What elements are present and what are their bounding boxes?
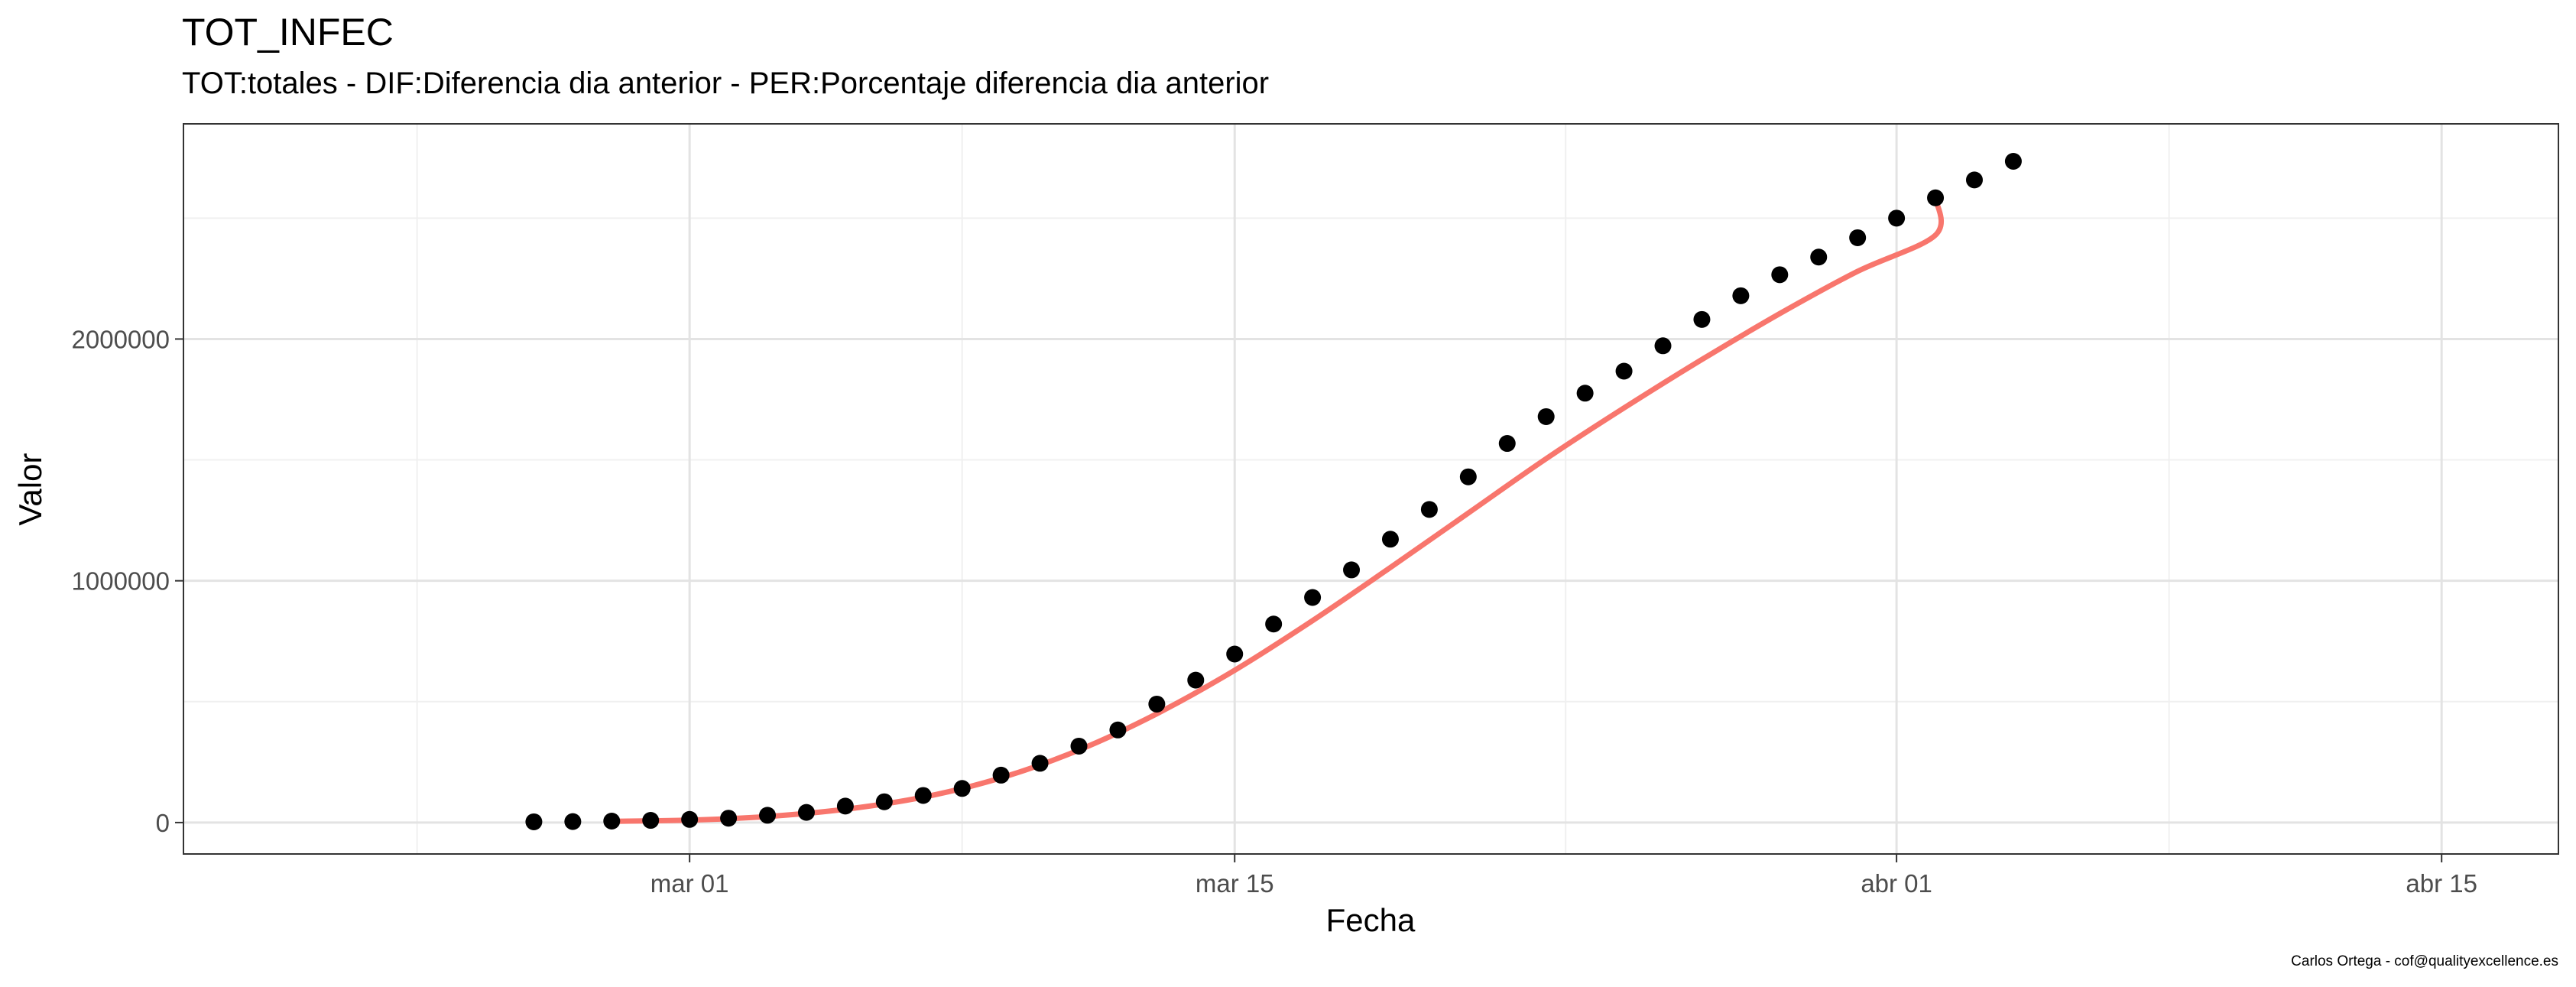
data-point — [603, 812, 621, 830]
data-point — [1576, 385, 1594, 402]
data-point — [1420, 501, 1438, 518]
y-tick-label: 0 — [156, 809, 170, 837]
y-tick-label: 2000000 — [72, 325, 170, 353]
data-point — [1927, 189, 1945, 206]
data-point — [1615, 362, 1633, 380]
x-tick-label: mar 15 — [1196, 869, 1274, 898]
chart-subtitle: TOT:totales - DIF:Diferencia dia anterio… — [182, 67, 1270, 100]
data-point — [720, 810, 738, 827]
data-point — [1654, 337, 1672, 355]
y-tick-label: 1000000 — [72, 567, 170, 596]
data-point — [1187, 671, 1205, 689]
data-point — [1109, 721, 1127, 739]
data-point — [1888, 209, 1906, 227]
chart-caption: Carlos Ortega - cof@qualityexcellence.es — [2291, 953, 2558, 969]
panel-border — [183, 123, 2559, 855]
chart-title: TOT_INFEC — [182, 11, 394, 54]
data-point — [992, 766, 1010, 784]
data-point — [1381, 531, 1399, 548]
data-point — [1031, 755, 1049, 772]
points-layer — [525, 153, 2022, 830]
data-point — [836, 797, 854, 815]
data-point — [1693, 310, 1711, 328]
data-point — [642, 812, 660, 830]
data-point — [953, 780, 971, 797]
data-point — [1148, 695, 1166, 713]
data-point — [1070, 737, 1088, 755]
data-point — [759, 807, 777, 824]
data-point — [1771, 266, 1789, 284]
x-tick-label: abr 15 — [2406, 869, 2477, 898]
data-point — [1459, 468, 1477, 485]
data-point — [1732, 287, 1750, 304]
data-point — [1304, 589, 1322, 606]
data-point — [875, 793, 893, 810]
data-point — [564, 813, 582, 830]
x-tick-label: mar 01 — [650, 869, 729, 898]
data-point — [1343, 561, 1361, 579]
data-point — [1498, 435, 1516, 453]
data-point — [1810, 248, 1828, 266]
data-point — [1965, 171, 1983, 189]
data-point — [1226, 645, 1244, 663]
x-tick-label: abr 01 — [1861, 869, 1932, 898]
data-point — [681, 810, 699, 828]
data-point — [2004, 153, 2022, 170]
data-point — [525, 813, 543, 830]
axes: mar 01 mar 15 abr 01 abr 15 0 1000000 2000000 — [72, 325, 2477, 898]
x-axis-title: Fecha — [1326, 902, 1416, 938]
y-axis-title: Valor — [12, 453, 48, 526]
data-point — [797, 804, 815, 821]
data-point — [1265, 615, 1283, 633]
grid-lines — [183, 124, 2558, 854]
data-point — [914, 787, 932, 804]
data-point — [1849, 229, 1867, 246]
data-point — [1537, 407, 1555, 425]
